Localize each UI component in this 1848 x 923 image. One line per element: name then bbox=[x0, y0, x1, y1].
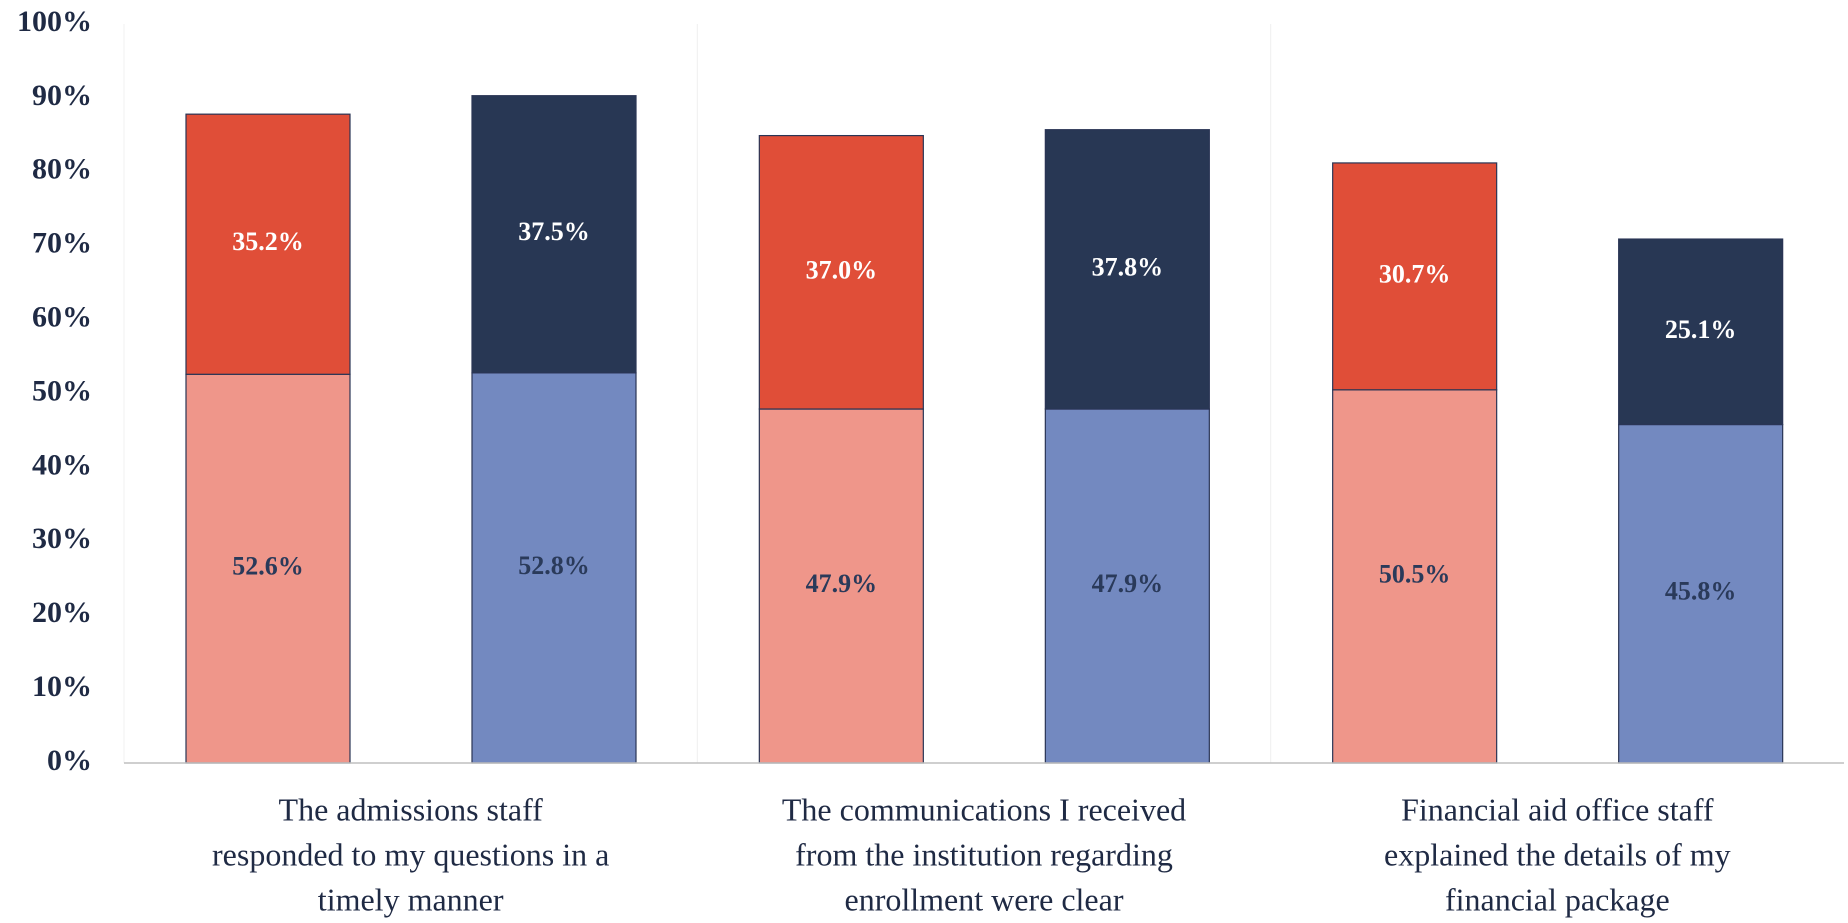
y-tick-label: 40% bbox=[32, 448, 92, 481]
value-label: 52.6% bbox=[232, 552, 304, 581]
bar-segment bbox=[185, 113, 351, 375]
x-tick-label: timely manner bbox=[318, 881, 504, 917]
y-tick-label: 30% bbox=[32, 522, 92, 555]
value-label: 30.7% bbox=[1379, 259, 1451, 288]
y-tick-label: 90% bbox=[32, 79, 92, 112]
y-tick-label: 0% bbox=[47, 744, 92, 777]
bar-segment bbox=[471, 95, 637, 374]
bar-segment bbox=[1332, 162, 1498, 391]
y-tick-label: 10% bbox=[32, 670, 92, 703]
bar-segment bbox=[471, 372, 637, 764]
value-label: 47.9% bbox=[1092, 569, 1164, 598]
x-tick-label: Financial aid office staff bbox=[1401, 791, 1714, 827]
bar-segment bbox=[758, 134, 924, 410]
bar-segment bbox=[1044, 129, 1210, 410]
y-tick-label: 80% bbox=[32, 153, 92, 186]
value-label: 37.8% bbox=[1092, 252, 1164, 281]
value-label: 25.1% bbox=[1665, 315, 1737, 344]
value-label: 45.8% bbox=[1665, 577, 1737, 606]
y-tick-label: 50% bbox=[32, 374, 92, 407]
value-label: 50.5% bbox=[1379, 559, 1451, 588]
x-tick-label: explained the details of my bbox=[1384, 836, 1731, 872]
x-tick-label: financial package bbox=[1445, 881, 1670, 917]
value-label: 37.5% bbox=[518, 217, 590, 246]
bar-segment bbox=[1618, 238, 1784, 426]
bar-segment bbox=[1044, 408, 1210, 764]
y-tick-label: 100% bbox=[17, 5, 92, 38]
y-tick-label: 60% bbox=[32, 300, 92, 333]
value-label: 52.8% bbox=[518, 551, 590, 580]
bar-segment bbox=[1332, 389, 1498, 764]
x-tick-label: from the institution regarding bbox=[795, 836, 1173, 872]
y-tick-label: 70% bbox=[32, 227, 92, 260]
x-tick-label: enrollment were clear bbox=[845, 881, 1124, 917]
bar-segment bbox=[185, 373, 351, 764]
x-tick-label: responded to my questions in a bbox=[212, 836, 609, 872]
y-tick-label: 20% bbox=[32, 596, 92, 629]
value-label: 47.9% bbox=[806, 569, 878, 598]
value-label: 35.2% bbox=[232, 227, 304, 256]
x-tick-label: The communications I received bbox=[782, 791, 1186, 827]
x-tick-label: The admissions staff bbox=[279, 791, 544, 827]
value-label: 37.0% bbox=[806, 255, 878, 284]
